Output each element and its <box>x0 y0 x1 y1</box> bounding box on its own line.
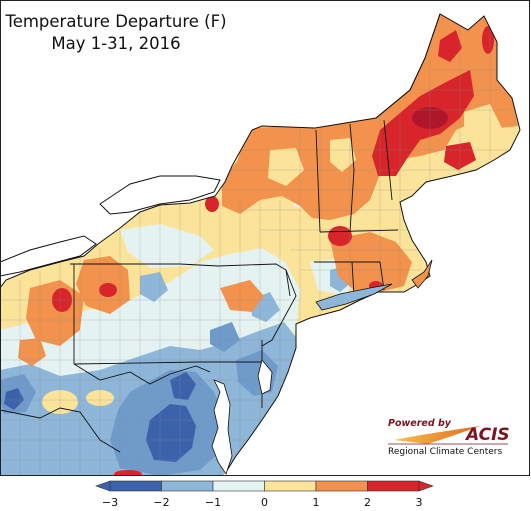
legend-swatch <box>264 480 317 492</box>
long-island <box>315 283 393 311</box>
legend-ticks: −3 −2 −1 0 1 2 3 <box>102 496 423 509</box>
ma-north-boundary <box>319 229 399 233</box>
cape-cod <box>411 259 433 289</box>
legend-arrow-low <box>95 480 111 492</box>
legend-tick-label: 1 <box>313 496 320 509</box>
map-frame <box>0 0 530 476</box>
ny-pa-boundary <box>70 263 291 297</box>
legend-tick-label: 3 <box>416 496 423 509</box>
coastline <box>0 13 521 473</box>
logo-powered-by: Powered by <box>388 418 452 429</box>
legend-swatch <box>315 480 368 492</box>
legend-swatch <box>212 480 265 492</box>
wv-md-boundary <box>73 363 211 385</box>
vt-ny-boundary <box>315 129 321 233</box>
legend-tick-label: −3 <box>102 496 118 509</box>
county-boundaries <box>0 25 520 476</box>
lake-ontario <box>99 175 221 215</box>
legend-tick-label: −1 <box>205 496 221 509</box>
map-title: Temperature Departure (F) <box>5 12 227 31</box>
vt-nh-boundary <box>349 123 355 233</box>
legend-arrow-high <box>418 480 434 492</box>
chesapeake-bay <box>211 379 233 475</box>
va-wv-boundary <box>0 407 121 453</box>
pa-md-boundary <box>73 361 262 365</box>
nj-boundary <box>261 269 297 347</box>
delaware-bay <box>257 359 273 395</box>
ma-south-boundary <box>314 261 385 291</box>
nh-me-boundary <box>383 119 393 201</box>
legend-tick-label: 2 <box>364 496 371 509</box>
lake-erie <box>0 235 97 277</box>
legend-colorbar <box>95 480 434 492</box>
logo-swoosh <box>394 426 480 444</box>
legend-swatch <box>109 480 162 492</box>
legend-swatch <box>161 480 214 492</box>
legend-tick-label: −2 <box>153 496 169 509</box>
logo-brand: ACIS <box>464 425 510 445</box>
map-date-range: May 1-31, 2016 <box>51 34 181 53</box>
logo-subtitle: Regional Climate Centers <box>388 447 502 457</box>
state-boundaries <box>0 13 441 453</box>
legend-tick-label: 0 <box>261 496 268 509</box>
ct-ri-boundary <box>351 261 355 297</box>
acis-logo: Powered by ACIS Regional Climate Centers <box>388 418 510 457</box>
legend-swatch <box>367 480 420 492</box>
